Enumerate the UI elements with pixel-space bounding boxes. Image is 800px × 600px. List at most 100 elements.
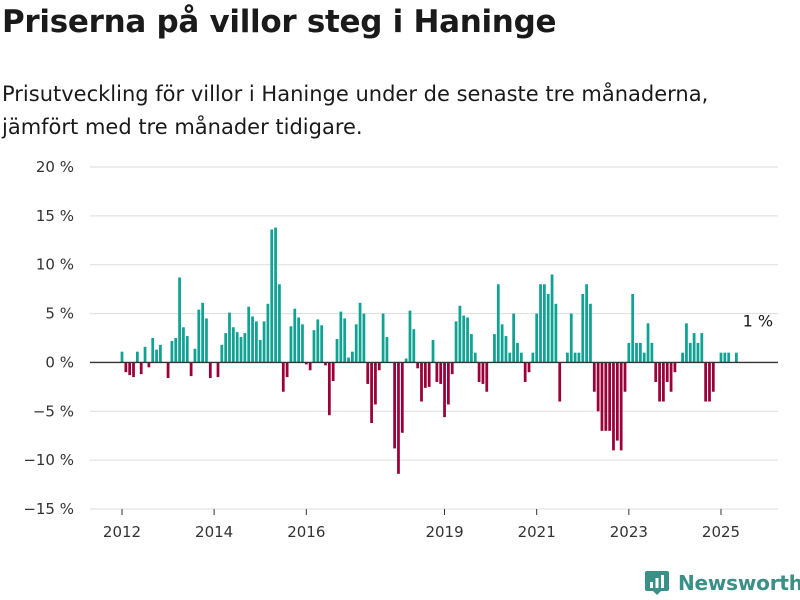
brand-name: Newsworthy [678,571,800,595]
bar [431,339,435,363]
bar [239,337,243,363]
bar [377,362,381,371]
y-tick-label: 10 % [36,256,74,274]
bar [374,362,377,405]
bar [335,338,339,363]
bar [224,333,228,363]
bar [619,362,623,451]
bar [719,352,723,363]
bar [159,344,162,363]
bar [734,352,738,363]
bar [285,362,289,378]
bar [504,336,508,363]
bar [658,362,661,402]
bar [638,342,642,363]
bar [681,352,684,363]
bar [120,351,124,363]
bar [289,326,293,363]
bar [408,310,412,363]
bar [581,294,585,363]
bar [347,357,350,363]
bar [170,340,174,363]
bar [458,305,462,363]
bar [669,362,673,392]
bar [546,294,550,363]
bar [139,362,143,375]
bar [358,302,362,363]
bar [182,327,185,363]
bar [166,362,170,379]
bar [600,362,604,431]
bar [327,362,331,416]
bar [493,334,496,363]
bar [270,229,274,363]
y-tick-label: 15 % [36,207,74,225]
bar [481,362,485,384]
bar [420,362,423,402]
bar [197,309,201,363]
bar [550,274,554,363]
bar [527,362,531,373]
bar [447,362,450,405]
brand-logo[interactable]: Newsworthy [644,570,800,596]
chart-bars [120,227,738,474]
bar [485,362,489,392]
bar [143,346,147,363]
bar [128,362,132,376]
bar [178,277,181,363]
bar [324,362,327,366]
bar [124,362,128,373]
latest-value-annotation: 1 % [743,312,773,331]
bar [711,362,715,392]
bar [650,342,654,363]
bar [496,284,500,363]
bar [262,321,266,363]
bar [623,362,627,392]
bar [685,323,688,363]
bar [696,342,700,363]
bar [612,362,615,451]
bar [366,362,370,384]
bar [151,338,155,363]
bar [370,362,373,424]
bar [189,362,193,377]
bar [320,325,324,363]
bar [278,284,281,363]
bar [354,324,358,363]
bar [477,362,481,382]
bar [662,362,665,402]
y-tick-label: −10 % [23,451,74,469]
bar [228,312,231,363]
bar [281,362,285,392]
bar [301,324,304,363]
bar [147,362,151,368]
bar [251,316,254,363]
chart-annotations: 1 % [743,312,773,331]
bar [539,284,542,363]
bar [435,362,439,382]
bar [723,352,727,363]
bar [708,362,711,402]
bar [500,324,504,363]
bar [508,352,512,363]
y-tick-label: −15 % [23,500,74,518]
bar [519,352,523,363]
bar [631,294,635,363]
bar [351,351,354,363]
bar [155,349,158,363]
x-tick-label: 2012 [103,523,141,541]
bar [343,318,347,363]
bar [615,362,619,441]
bar [397,362,400,474]
bar [462,315,466,363]
y-tick-label: 5 % [45,305,74,323]
bar [135,351,139,363]
bar [535,313,539,363]
bar [558,362,562,402]
bar [569,313,573,363]
bar [704,362,708,402]
bar [727,352,731,363]
bar [393,362,396,449]
bar [316,319,320,363]
bar [220,344,224,363]
